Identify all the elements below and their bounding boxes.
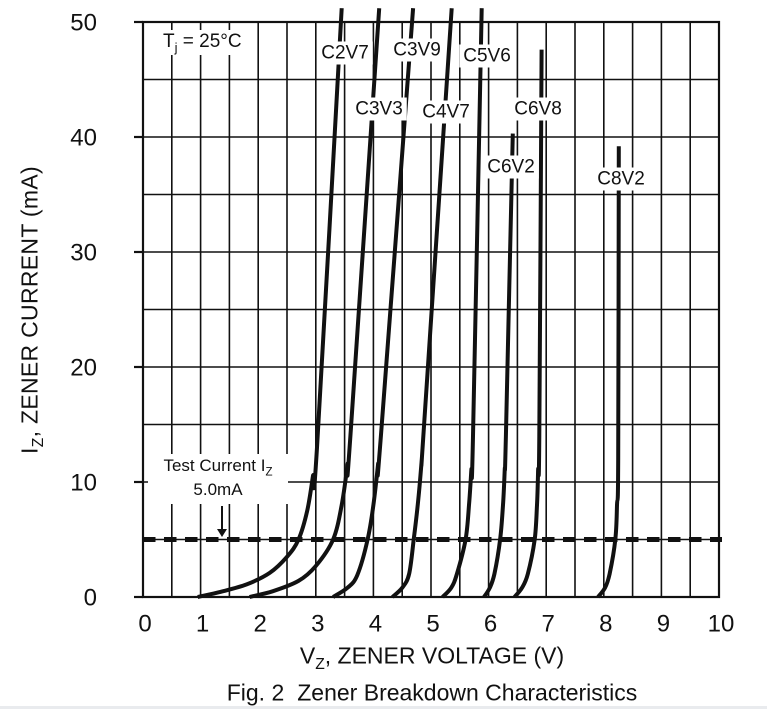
y-axis-title: IZ, ZENER CURRENT (mA): [16, 166, 48, 454]
temperature-annotation: Tj = 25°C: [156, 30, 249, 55]
curve-label-c2v7: C2V7: [321, 43, 369, 64]
x-axis-title: VZ, ZENER VOLTAGE (V): [299, 642, 565, 674]
annotation-value: = 25°C: [177, 31, 242, 52]
y-tick-label: 0: [84, 585, 97, 612]
x-tick-labels: 0 1 2 3 4 5 6 7 8 9 10: [138, 611, 734, 638]
curve-label-c3v9: C3V9: [393, 40, 441, 61]
curve-c6v8: [512, 49, 544, 599]
curve-labels: C2V7 C3V3 C3V9 C4V7 C5V6 C6V2 C6V8 C8V2: [317, 38, 649, 191]
curve-c3v9: [332, 8, 416, 599]
x-tick-label: 3: [311, 611, 324, 638]
curve-label-mask: [593, 167, 649, 191]
x-tick-label: 7: [542, 611, 555, 638]
test-current-text: Test Current I: [163, 456, 266, 475]
figure-number: Fig. 2: [226, 679, 285, 706]
page-edge-line: [0, 706, 767, 709]
test-current-subscript: Z: [265, 466, 273, 479]
curve-label-c6v2: C6V2: [487, 157, 535, 178]
y-tick-label: 50: [70, 10, 97, 37]
x-title-symbol: V: [299, 642, 316, 669]
arrow-down-icon: [217, 529, 227, 537]
curve-label-mask: [510, 97, 566, 121]
x-tick-label: 10: [708, 611, 735, 638]
curve-c5v6: [441, 8, 484, 599]
test-current-annotation: Test Current IZ 5.0mA: [148, 454, 288, 504]
annotation-subscript: j: [174, 39, 178, 55]
y-tick-label: 30: [70, 240, 97, 267]
curve-label-c8v2: C8V2: [597, 169, 645, 190]
curve-label-mask: [459, 44, 515, 68]
y-axis-ticks: [134, 20, 143, 599]
x-tick-label: 9: [657, 611, 670, 638]
plot-border: [141, 20, 721, 599]
y-title-text: , ZENER CURRENT (mA): [16, 166, 43, 438]
x-tick-label: 1: [196, 611, 209, 638]
figure-caption: Fig. 2 Zener Breakdown Characteristics: [227, 680, 638, 707]
curve-label-c6v8: C6V8: [514, 99, 562, 120]
y-tick-label: 10: [70, 470, 97, 497]
test-current-line2: 5.0mA: [193, 480, 243, 499]
x-title-subscript: Z: [315, 656, 325, 674]
x-tick-label: 4: [369, 611, 382, 638]
x-tick-label: 2: [254, 611, 267, 638]
x-tick-label: 6: [484, 611, 497, 638]
y-title-symbol: I: [16, 447, 43, 454]
annotation-symbol: T: [163, 31, 175, 52]
y-title-subscript: Z: [30, 437, 48, 448]
x-tick-label: 0: [138, 611, 151, 638]
curve-c6v2: [482, 133, 515, 599]
curve-label-c5v6: C5V6: [463, 46, 511, 67]
curve-c2v7: [197, 8, 344, 599]
curve-label-c4v7: C4V7: [422, 102, 470, 123]
y-tick-labels: 0 10 20 30 40 50: [70, 10, 97, 612]
test-current-arrow: [217, 506, 227, 537]
curve-label-mask: [317, 41, 373, 65]
curve-label-mask: [351, 97, 407, 121]
y-tick-label: 20: [70, 355, 97, 382]
x-title-text: , ZENER VOLTAGE (V): [324, 642, 565, 669]
y-tick-label: 40: [70, 125, 97, 152]
curves: [197, 8, 621, 599]
x-tick-label: 5: [426, 611, 439, 638]
curve-label-mask: [389, 38, 445, 62]
test-current-line1: Test Current IZ: [148, 454, 288, 478]
curve-label-c3v3: C3V3: [355, 99, 403, 120]
curve-label-mask: [483, 155, 539, 179]
curve-label-mask: [418, 100, 474, 124]
figure-title: Zener Breakdown Characteristics: [297, 679, 638, 706]
curve-c3v3: [249, 8, 382, 599]
x-tick-label: 8: [599, 611, 612, 638]
curve-c8v2: [596, 146, 621, 599]
curve-c4v7: [391, 8, 454, 599]
